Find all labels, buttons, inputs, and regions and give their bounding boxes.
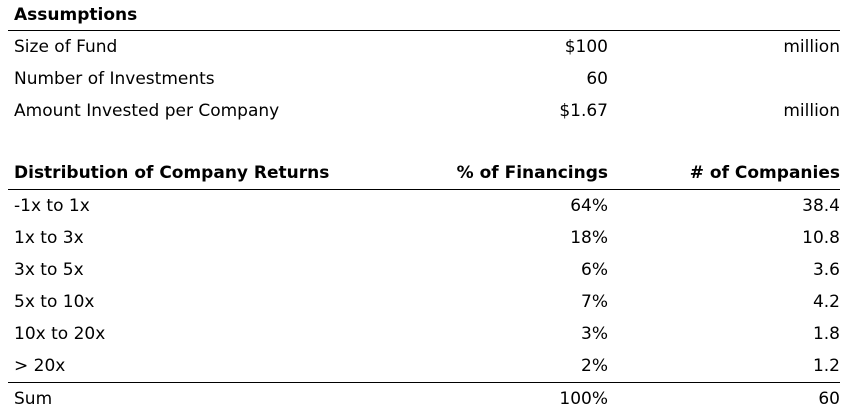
assumption-value: 60 (586, 69, 608, 89)
assumption-label: Amount Invested per Company (14, 101, 280, 121)
company-count: 3.6 (812, 260, 840, 280)
distribution-row: 3x to 5x 6% 3.6 (8, 254, 840, 286)
spreadsheet: Assumptions Size of Fund $100 million Nu… (8, 0, 840, 415)
assumption-label: Number of Investments (14, 69, 215, 89)
assumptions-title: Assumptions (14, 5, 138, 25)
assumption-row: Number of Investments 60 (8, 63, 840, 95)
assumption-row: Amount Invested per Company $1.67 millio… (8, 95, 840, 127)
distribution-row: 10x to 20x 3% 1.8 (8, 318, 840, 350)
distribution-row: > 20x 2% 1.2 (8, 350, 840, 383)
distribution-row: -1x to 1x 64% 38.4 (8, 190, 840, 222)
distribution-row: 1x to 3x 18% 10.8 (8, 222, 840, 254)
sum-row: Sum 100% 60 (8, 383, 840, 415)
assumption-value: $1.67 (559, 101, 608, 121)
return-range: > 20x (14, 356, 66, 376)
distribution-header-pct: % of Financings (456, 163, 608, 183)
blank-row (8, 127, 840, 157)
distribution-header-row: Distribution of Company Returns % of Fin… (8, 157, 840, 190)
return-range: 3x to 5x (14, 260, 84, 280)
sum-label: Sum (14, 389, 53, 409)
sum-companies: 60 (818, 389, 840, 409)
return-range: 5x to 10x (14, 292, 95, 312)
company-count: 4.2 (812, 292, 840, 312)
distribution-row: 5x to 10x 7% 4.2 (8, 286, 840, 318)
assumption-label: Size of Fund (14, 37, 118, 57)
assumption-unit: million (783, 101, 840, 121)
financing-pct: 64% (570, 196, 608, 216)
financing-pct: 18% (570, 228, 608, 248)
financing-pct: 3% (581, 324, 608, 344)
financing-pct: 6% (581, 260, 608, 280)
distribution-header-range: Distribution of Company Returns (14, 163, 330, 183)
company-count: 1.8 (812, 324, 840, 344)
company-count: 1.2 (812, 356, 840, 376)
assumption-row: Size of Fund $100 million (8, 31, 840, 63)
return-range: -1x to 1x (14, 196, 90, 216)
distribution-header-companies: # of Companies (689, 163, 840, 183)
company-count: 38.4 (802, 196, 840, 216)
financing-pct: 7% (581, 292, 608, 312)
assumption-unit: million (783, 37, 840, 57)
sum-pct: 100% (559, 389, 608, 409)
financing-pct: 2% (581, 356, 608, 376)
return-range: 1x to 3x (14, 228, 84, 248)
return-range: 10x to 20x (14, 324, 106, 344)
company-count: 10.8 (802, 228, 840, 248)
assumptions-header-row: Assumptions (8, 0, 840, 31)
assumption-value: $100 (564, 37, 608, 57)
